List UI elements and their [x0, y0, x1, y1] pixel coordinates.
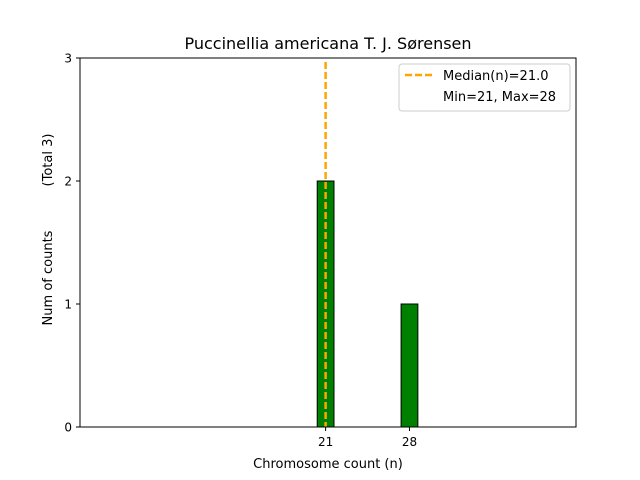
- y-tick-label-3: 3: [64, 52, 72, 66]
- legend-box: [398, 63, 571, 112]
- y-tick-label-1: 1: [64, 298, 72, 312]
- chart-title: Puccinellia americana T. J. Sørensen: [184, 34, 471, 53]
- legend-entry-minmax: Min=21, Max=28: [443, 90, 556, 105]
- x-tick-label-28: 28: [402, 435, 417, 449]
- plot-area-frame: [79, 57, 577, 428]
- y-axis-label: Num of counts: [41, 230, 56, 325]
- x-axis-ticks: 21 28: [318, 427, 417, 449]
- y-tick-label-2: 2: [64, 175, 72, 189]
- bar-28: [400, 303, 419, 428]
- legend: Median(n)=21.0 Min=21, Max=28: [398, 63, 571, 112]
- y-tick-label-0: 0: [64, 421, 72, 435]
- x-tick-label-21: 21: [318, 435, 333, 449]
- legend-entry-median: Median(n)=21.0: [443, 69, 549, 84]
- y-axis-label-total: (Total 3): [41, 134, 56, 187]
- y-axis-label-group: Num of counts (Total 3): [41, 134, 56, 326]
- y-axis-ticks: 0 1 2 3: [64, 52, 80, 435]
- x-axis-label: Chromosome count (n): [253, 457, 403, 472]
